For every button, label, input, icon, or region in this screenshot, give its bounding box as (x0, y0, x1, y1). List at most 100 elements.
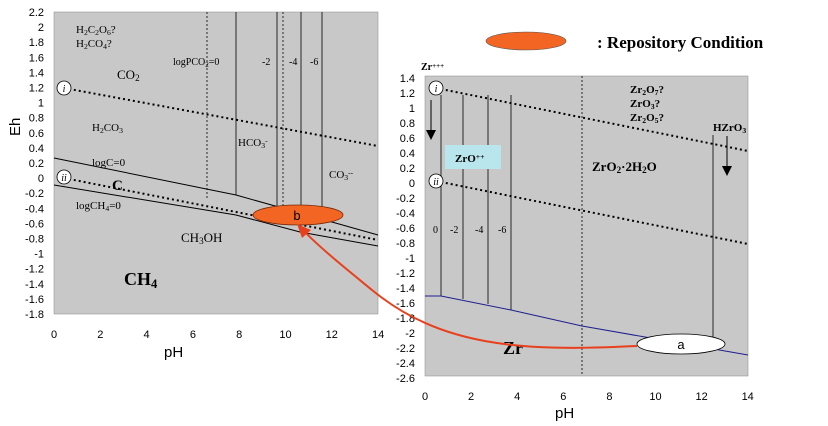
zr-marker-ii-label: ii (433, 177, 439, 188)
zr-y-tick-label: -2.2 (396, 343, 415, 355)
logc-boundary (53, 157, 379, 236)
label-ch4: CH4 (124, 269, 158, 291)
carbon-x-tick-label: 2 (97, 329, 103, 341)
transition-arrow-head (297, 224, 311, 238)
carbon-y-tick-label: -1.8 (25, 309, 44, 321)
carbon-marker-i-label: i (63, 84, 66, 95)
carbon-y-tick-label: -0.6 (25, 218, 44, 230)
carbon-y-tick-label: 2.2 (29, 7, 44, 19)
label-sol-m2: -2 (450, 225, 458, 236)
zr-y-tick-label: -0.4 (396, 208, 415, 220)
carbon-y-tick-label: -1.2 (25, 264, 44, 276)
zr-x-tick-label: 8 (606, 391, 612, 403)
carbon-x-tick-label: 10 (279, 329, 291, 341)
ellipse-b-label: b (293, 208, 300, 223)
carbon-panel: 2.2 2 1.8 1.6 1.4 1.2 1 0.8 0.6 0.4 0.2 0 -0.2 -0.4 -0… (7, 7, 384, 361)
carbon-y-tick-label: 0 (38, 173, 44, 185)
label-pco2-m6: -6 (310, 57, 318, 68)
zr-y-tick-label: 0.4 (400, 148, 415, 160)
carbon-y-tick-label: -0.8 (25, 234, 44, 246)
zr-x-tick-label: 0 (422, 391, 428, 403)
carbon-y-tick-label: 0.6 (29, 128, 44, 140)
label-zro2: ZrO2·2H2O (592, 159, 657, 175)
carbon-x-tick-label: 8 (236, 329, 242, 341)
label-c: C (112, 178, 123, 194)
zr-y-tick-label: -2.4 (396, 358, 415, 370)
label-logc: logC=0 (92, 157, 126, 169)
carbon-marker-ii (56, 169, 72, 185)
carbon-y-axis-label: Eh (7, 118, 24, 136)
carbon-y-tick-label: 0.4 (29, 143, 44, 155)
carbon-y-tick-label: 1.2 (29, 83, 44, 95)
label-co3: CO3-- (329, 168, 354, 182)
hzro3-arrow-head (722, 166, 732, 176)
zr-x-tick-label: 12 (695, 391, 707, 403)
label-pco2-m2: -2 (262, 57, 270, 68)
zr-y-tick-label: -1.6 (396, 298, 415, 310)
carbon-x-tick-label: 14 (372, 329, 384, 341)
zr-y-tick-label: 1.4 (400, 73, 415, 85)
label-hco3: HCO3- (238, 136, 268, 150)
label-pco2-m4: -4 (289, 57, 297, 68)
zr-y-tick-label: -0.8 (396, 238, 415, 250)
zr-marker-i-label: i (435, 84, 438, 95)
label-zr2o5: Zr2O5? (630, 112, 664, 125)
carbon-water-line-ii (63, 177, 379, 241)
legend-swatch (485, 31, 567, 51)
carbon-x-axis-label: pH (164, 344, 183, 361)
label-zro: ZrO++ (455, 152, 485, 165)
label-zr4: Zr+++ (421, 62, 444, 73)
carbon-y-tick-label: -0.2 (25, 188, 44, 200)
zro-label-box (445, 145, 501, 169)
label-h2co3: H2CO3 (92, 122, 123, 135)
label-h2co4: H2CO4? (76, 38, 112, 51)
zr-y-tick-label: 0.2 (400, 163, 415, 175)
transition-arrow (302, 229, 638, 349)
label-sol-0: 0 (433, 225, 438, 236)
label-co2: CO2 (117, 67, 140, 83)
repository-ellipse-a (636, 333, 726, 355)
zr-y-tick-label: 1 (409, 103, 415, 115)
zr-left-arrow-head (426, 130, 436, 140)
label-sol-m4: -4 (475, 225, 483, 236)
carbon-y-tick-label: -0.4 (25, 203, 44, 215)
zr-y-tick-label: -1 (405, 253, 415, 265)
carbon-plot-area (53, 11, 379, 315)
zr-x-tick-label: 2 (468, 391, 474, 403)
label-zro3: ZrO3? (630, 98, 660, 111)
carbon-y-tick-label: 1.6 (29, 52, 44, 64)
carbon-x-tick-label: 0 (51, 329, 57, 341)
label-h2c2o6: H2C2O6? (76, 24, 116, 37)
zr-water-line-i (435, 87, 749, 152)
zr-x-tick-label: 10 (649, 391, 661, 403)
carbon-y-tick-label: 0.2 (29, 158, 44, 170)
zr-y-tick-label: -1.4 (396, 283, 415, 295)
zr-y-tick-label: -0.6 (396, 223, 415, 235)
carbon-y-tick-label: -1 (34, 249, 44, 261)
zr-y-tick-label: 0.6 (400, 133, 415, 145)
zr-x-tick-label: 14 (742, 391, 754, 403)
carbon-y-tick-label: 1.8 (29, 37, 44, 49)
zr-y-tick-label: -0.2 (396, 193, 415, 205)
zr-metal-boundary (425, 295, 749, 356)
zr-y-tick-label: -2 (405, 328, 415, 340)
zr-x-tick-label: 4 (514, 391, 520, 403)
zr-water-line-ii (435, 180, 749, 245)
label-logch4: logCH4=0 (76, 200, 121, 213)
carbon-y-tick-label: 2 (38, 22, 44, 34)
zr-y-tick-label: -1.2 (396, 268, 415, 280)
zr-panel: 1.4 1.2 1 0.8 0.6 0.4 0.2 0 -0.2 -0.4 -0.6 -0.8 -1 -1… (396, 62, 754, 422)
zr-plot-area (424, 75, 749, 377)
ellipse-a-label: a (677, 337, 685, 352)
carbon-x-tick-label: 12 (326, 329, 338, 341)
logch4-boundary (53, 184, 379, 247)
carbon-x-tick-label: 6 (190, 329, 196, 341)
label-logpco2: logPCO2=0 (173, 57, 219, 69)
label-zr: Zr (503, 338, 523, 358)
zr-x-tick-label: 6 (560, 391, 566, 403)
zr-marker-ii (428, 173, 444, 189)
zr-y-tick-label: 0 (409, 178, 415, 190)
label-ch3oh: CH3OH (181, 230, 222, 246)
label-zr2o7: Zr2O7? (630, 84, 664, 97)
zr-marker-i (428, 80, 444, 96)
